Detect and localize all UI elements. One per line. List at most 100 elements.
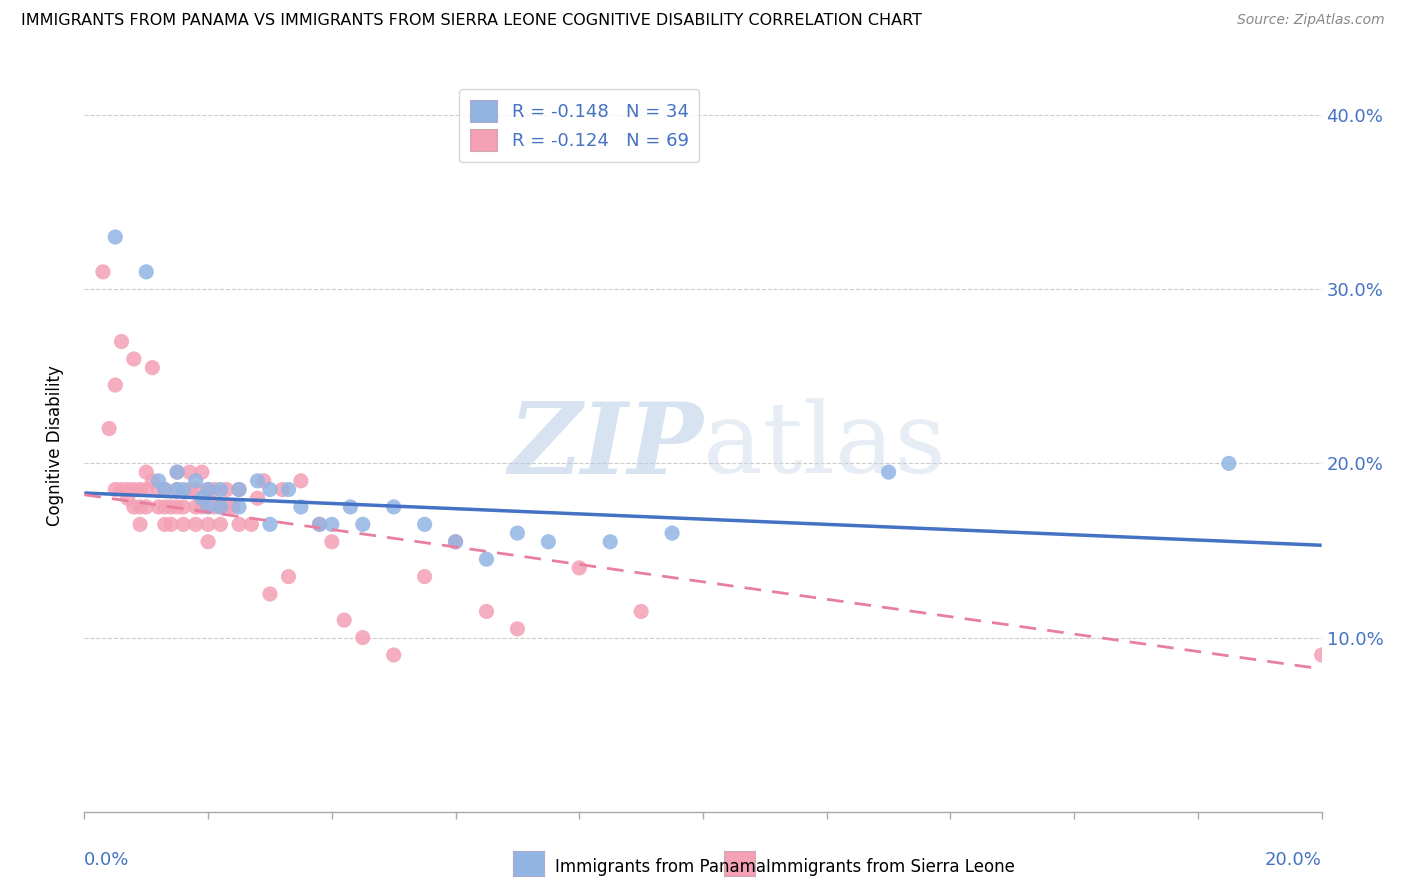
Point: [153, 483, 176, 497]
Point: [277, 569, 299, 583]
Point: [148, 483, 170, 497]
Point: [197, 517, 219, 532]
Text: 0.0%: 0.0%: [84, 851, 129, 869]
Point: [197, 483, 219, 497]
Point: [246, 474, 269, 488]
Text: Source: ZipAtlas.com: Source: ZipAtlas.com: [1237, 13, 1385, 28]
Point: [215, 483, 238, 497]
Point: [209, 517, 232, 532]
Point: [135, 265, 157, 279]
Point: [259, 587, 281, 601]
Point: [568, 561, 591, 575]
Point: [191, 465, 214, 479]
Point: [537, 534, 560, 549]
Point: [209, 483, 232, 497]
Point: [228, 517, 250, 532]
Point: [129, 483, 152, 497]
Point: [117, 491, 139, 506]
Point: [413, 569, 436, 583]
Point: [122, 500, 145, 514]
Point: [98, 421, 121, 435]
Point: [290, 500, 312, 514]
Point: [104, 483, 127, 497]
Point: [209, 500, 232, 514]
Point: [475, 552, 498, 566]
Point: [172, 500, 194, 514]
Point: [599, 534, 621, 549]
Point: [444, 534, 467, 549]
Point: [122, 483, 145, 497]
Point: [141, 360, 163, 375]
Point: [352, 517, 374, 532]
Point: [141, 474, 163, 488]
Point: [202, 483, 225, 497]
Point: [877, 465, 900, 479]
Text: atlas: atlas: [703, 398, 946, 494]
Point: [321, 517, 343, 532]
Point: [259, 517, 281, 532]
Point: [308, 517, 330, 532]
Point: [148, 474, 170, 488]
Text: 20.0%: 20.0%: [1265, 851, 1322, 869]
Point: [117, 483, 139, 497]
Point: [122, 351, 145, 366]
Point: [240, 517, 263, 532]
Point: [197, 534, 219, 549]
Legend: R = -0.148   N = 34, R = -0.124   N = 69: R = -0.148 N = 34, R = -0.124 N = 69: [460, 89, 699, 162]
Point: [184, 483, 207, 497]
Point: [308, 517, 330, 532]
Point: [352, 631, 374, 645]
Point: [506, 526, 529, 541]
Text: Immigrants from Sierra Leone: Immigrants from Sierra Leone: [766, 858, 1015, 876]
Point: [197, 500, 219, 514]
Point: [153, 500, 176, 514]
Point: [506, 622, 529, 636]
Point: [110, 334, 132, 349]
Point: [179, 465, 201, 479]
Point: [166, 483, 188, 497]
Point: [184, 500, 207, 514]
Point: [135, 500, 157, 514]
Point: [630, 604, 652, 618]
Point: [166, 500, 188, 514]
Y-axis label: Cognitive Disability: Cognitive Disability: [45, 366, 63, 526]
Point: [382, 500, 405, 514]
Point: [179, 483, 201, 497]
Point: [104, 378, 127, 392]
Point: [160, 500, 183, 514]
Point: [91, 265, 114, 279]
Point: [339, 500, 361, 514]
Point: [1218, 457, 1240, 471]
Point: [153, 517, 176, 532]
Point: [166, 465, 188, 479]
Point: [135, 483, 157, 497]
Point: [475, 604, 498, 618]
Point: [135, 465, 157, 479]
Point: [104, 230, 127, 244]
Point: [290, 474, 312, 488]
Point: [246, 491, 269, 506]
Point: [191, 500, 214, 514]
Point: [129, 517, 152, 532]
Point: [110, 483, 132, 497]
Point: [321, 534, 343, 549]
Text: ZIP: ZIP: [508, 398, 703, 494]
Point: [259, 483, 281, 497]
Point: [184, 474, 207, 488]
Point: [197, 483, 219, 497]
Point: [228, 500, 250, 514]
Point: [172, 517, 194, 532]
Point: [382, 648, 405, 662]
Point: [253, 474, 276, 488]
Point: [191, 491, 214, 506]
Point: [661, 526, 683, 541]
Point: [413, 517, 436, 532]
Point: [277, 483, 299, 497]
Point: [228, 483, 250, 497]
Text: IMMIGRANTS FROM PANAMA VS IMMIGRANTS FROM SIERRA LEONE COGNITIVE DISABILITY CORR: IMMIGRANTS FROM PANAMA VS IMMIGRANTS FRO…: [21, 13, 922, 29]
Point: [166, 483, 188, 497]
Text: Immigrants from Panama: Immigrants from Panama: [555, 858, 766, 876]
Point: [222, 500, 245, 514]
Point: [172, 483, 194, 497]
Point: [129, 500, 152, 514]
